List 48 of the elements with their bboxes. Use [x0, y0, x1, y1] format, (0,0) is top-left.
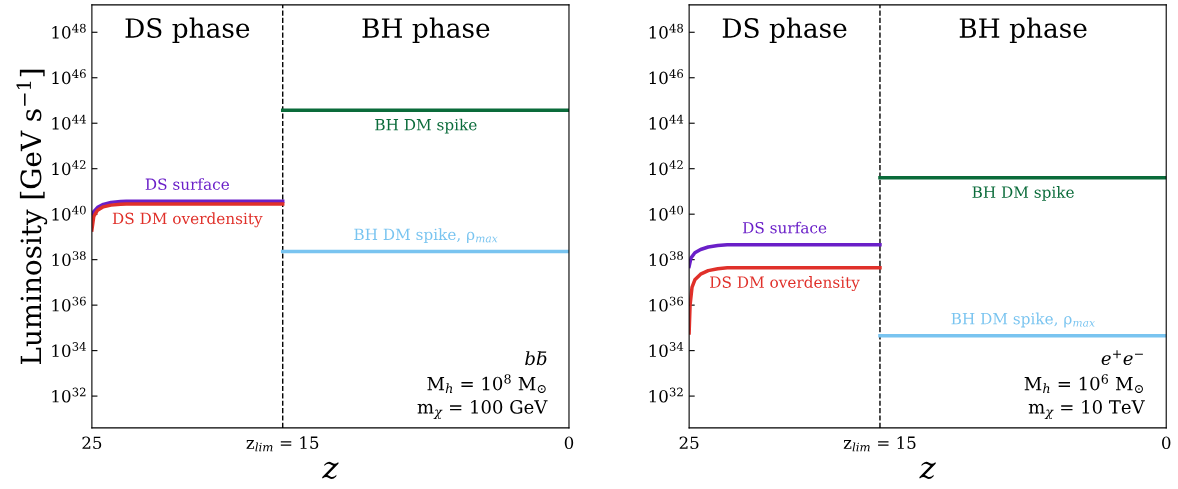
- annotation: e$^{+}$e$^{−}$: [1101, 350, 1143, 366]
- series-label: DS DM overdensity: [112, 212, 263, 228]
- annotation: m$_{χ}$ = 10 TeV: [1028, 400, 1145, 420]
- series-label: DS surface: [145, 178, 229, 190]
- series-label: BH DM spike: [375, 118, 477, 134]
- y-tick-label: 10$^{48}$: [649, 23, 684, 39]
- annotation: bb̄: [525, 351, 547, 366]
- x-tick-label: 0: [1162, 436, 1171, 450]
- y-tick-label: 10$^{34}$: [649, 342, 684, 358]
- y-tick-label: 10$^{40}$: [52, 205, 86, 221]
- y-tick-label: 10$^{38}$: [52, 251, 86, 267]
- x-tick-label: z$_{lim}$ = 15: [843, 436, 916, 452]
- y-tick-label: 10$^{46}$: [649, 69, 684, 85]
- y-tick-label: 10$^{32}$: [52, 387, 86, 403]
- annotation: DS phase: [125, 17, 250, 44]
- y-tick-label: 10$^{44}$: [52, 114, 86, 130]
- y-tick-label: 10$^{44}$: [649, 114, 684, 130]
- x-axis-title: z: [919, 461, 936, 480]
- y-axis-title: Luminosity [GeV s$^{−1}$]: [16, 69, 48, 365]
- y-tick-label: 10$^{38}$: [649, 251, 683, 267]
- annotation: BH phase: [959, 17, 1087, 44]
- y-tick-label: 10$^{42}$: [52, 160, 86, 176]
- annotation: M$_{h}$ = 10$^{6}$ M$_{⊙}$: [1024, 374, 1143, 393]
- line-series: [689, 243, 882, 269]
- series-label: BH DM spike, ρ$_{max}$: [951, 312, 1095, 328]
- y-tick-label: 10$^{32}$: [649, 387, 683, 403]
- series-label: DS DM overdensity: [710, 276, 860, 292]
- x-tick-label: 25: [82, 436, 102, 450]
- annotation: m$_{χ}$ = 100 GeV: [417, 400, 548, 420]
- annotation: M$_{h}$ = 10$^{8}$ M$_{⊙}$: [427, 374, 546, 393]
- y-tick-label: 10$^{42}$: [649, 160, 683, 176]
- y-tick-label: 10$^{48}$: [52, 23, 86, 39]
- y-tick-label: 10$^{34}$: [52, 342, 86, 358]
- y-tick-label: 10$^{46}$: [52, 69, 86, 85]
- y-tick-label: 10$^{36}$: [52, 296, 86, 312]
- line-series: [91, 202, 285, 232]
- annotation: BH phase: [362, 17, 490, 44]
- annotation: DS phase: [722, 17, 847, 44]
- x-tick-label: z$_{lim}$ = 15: [246, 436, 319, 452]
- x-tick-label: 0: [564, 436, 574, 450]
- x-axis-title: z: [322, 461, 339, 480]
- x-tick-label: 25: [679, 436, 699, 450]
- series-label: DS surface: [742, 221, 827, 234]
- y-tick-label: 10$^{40}$: [649, 205, 684, 221]
- y-tick-label: 10$^{36}$: [649, 296, 684, 312]
- line-series: [689, 266, 882, 335]
- series-label: BH DM spike: [972, 186, 1074, 201]
- series-label: BH DM spike, ρ$_{max}$: [354, 228, 498, 244]
